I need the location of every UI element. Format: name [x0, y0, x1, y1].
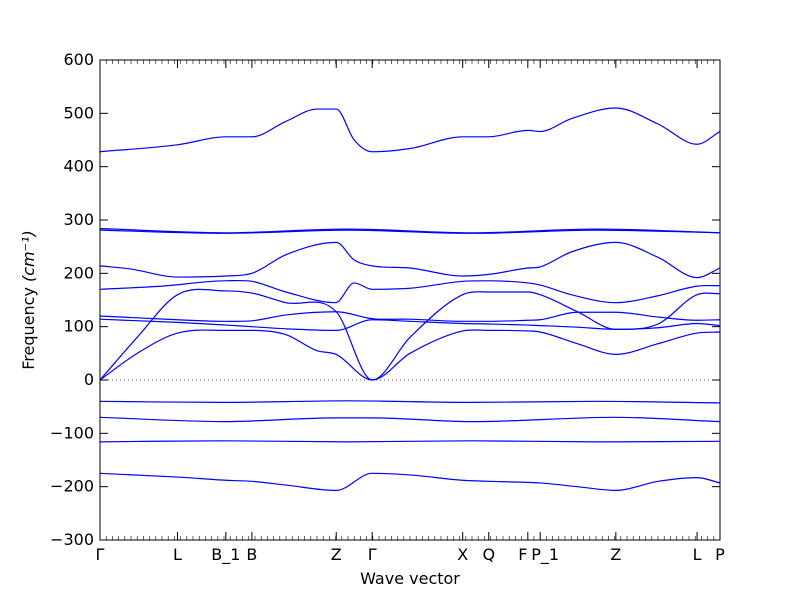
- x-tick-label: L: [693, 545, 702, 564]
- y-tick-label: 200: [63, 263, 94, 282]
- phonon-branch-13: [99, 472, 721, 492]
- x-tick-label: P_1: [531, 545, 559, 565]
- phonon-branch-8: [99, 318, 721, 332]
- x-tick-label: B: [246, 545, 257, 564]
- phonon-branch-9: [99, 329, 721, 381]
- phonon-branch-5: [99, 279, 721, 304]
- y-tick-label: 400: [63, 157, 94, 176]
- x-tick-label: Z: [610, 545, 621, 564]
- x-tick-label: Q: [482, 545, 495, 564]
- y-axis-unit: (cm⁻¹): [19, 230, 38, 282]
- x-axis-label: Wave vector: [360, 569, 460, 588]
- x-tick-label: L: [173, 545, 182, 564]
- x-tick-label: Γ: [368, 545, 377, 564]
- y-tick-label: 300: [63, 210, 94, 229]
- y-tick-label: −300: [50, 530, 94, 549]
- y-tick-label: 100: [63, 317, 94, 336]
- x-tick-label: Z: [331, 545, 342, 564]
- phonon-branch-3: [99, 229, 721, 234]
- phonon-branch-7: [99, 311, 721, 322]
- series-layer: [99, 107, 721, 492]
- y-tick-label: 0: [84, 370, 94, 389]
- plot-frame: [99, 59, 721, 541]
- phonon-branch-10: [99, 400, 721, 404]
- y-axis-label: Frequency (cm⁻¹): [19, 230, 38, 369]
- y-tick-label: 600: [63, 50, 94, 69]
- x-tick-label: P: [715, 545, 725, 564]
- y-axis-label-text: Frequency: [19, 282, 38, 370]
- y-tick-label: 500: [63, 103, 94, 122]
- y-tick-label: −200: [50, 477, 94, 496]
- phonon-branch-12: [99, 440, 721, 443]
- y-tick-label: −100: [50, 423, 94, 442]
- x-tick-label: X: [457, 545, 468, 564]
- x-tick-label: B_1: [211, 545, 240, 565]
- x-tick-label: F: [518, 545, 527, 564]
- x-tick-label: Γ: [96, 545, 105, 564]
- x-ticks-group: Γ L B_1 B Z Γ X Q F P_1 Z L P: [96, 60, 725, 565]
- phonon-branch-1: [99, 107, 721, 153]
- phonon-branch-4: [99, 241, 721, 279]
- y-ticks-group: 600 500 400 300 200 100 0 −100 −200 −300: [50, 50, 720, 549]
- phonon-branch-11: [99, 416, 721, 423]
